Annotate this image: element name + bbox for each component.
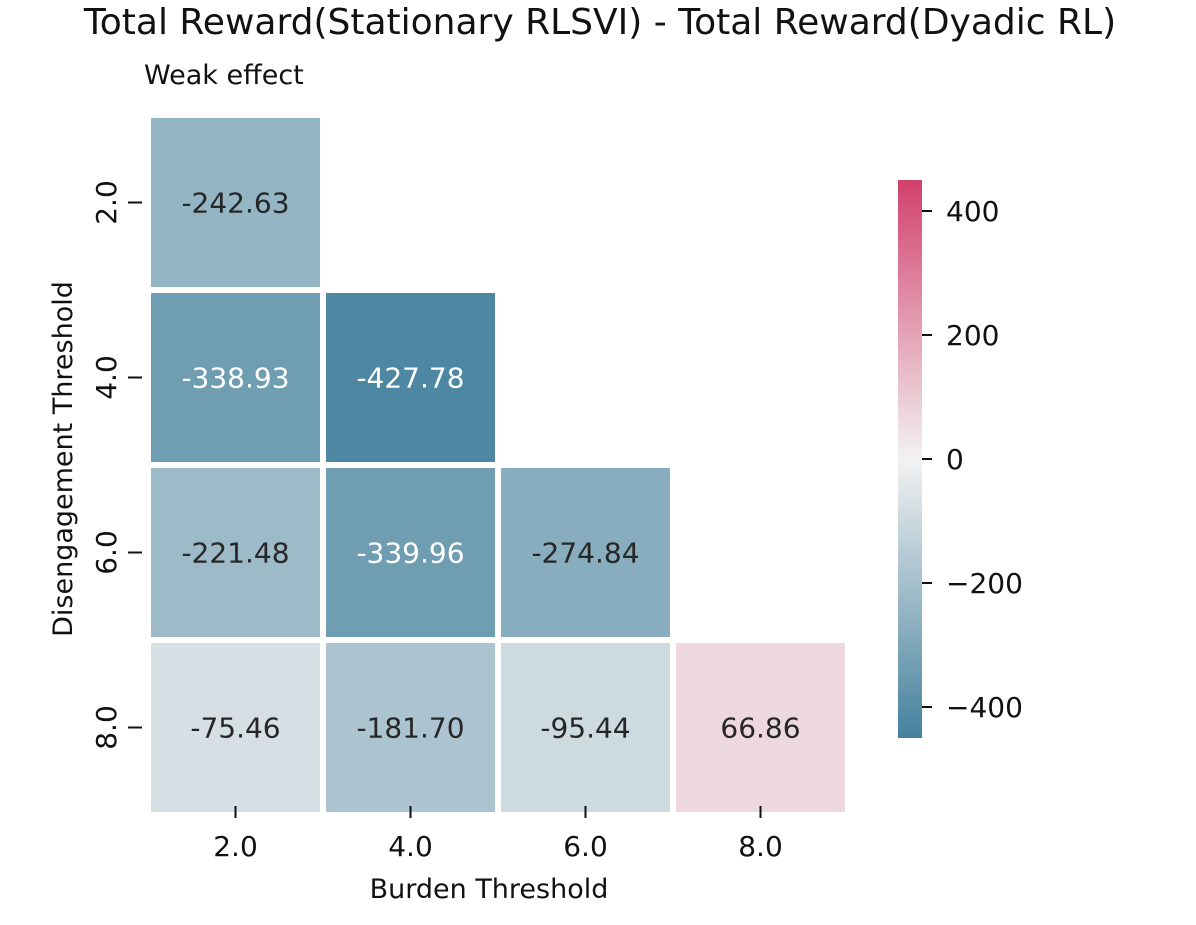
heatmap-cell — [151, 643, 320, 812]
colorbar-tick-label: −200 — [946, 567, 1023, 600]
x-tick-label: 8.0 — [738, 830, 783, 863]
x-tick-label: 6.0 — [563, 830, 608, 863]
heatmap-cell — [326, 293, 495, 462]
cell-value-label: -242.63 — [181, 187, 289, 220]
x-axis-label: Burden Threshold — [370, 874, 609, 905]
cell-value-label: -274.84 — [531, 537, 639, 570]
colorbar-tick-label: −400 — [946, 691, 1023, 724]
colorbar — [898, 180, 922, 738]
y-tick-label: 8.0 — [90, 705, 123, 750]
cell-value-label: 66.86 — [720, 712, 800, 745]
heatmap-cell — [151, 118, 320, 287]
x-axis: 2.0 4.0 6.0 8.0 — [213, 806, 783, 863]
cell-value-label: -181.70 — [356, 712, 464, 745]
colorbar-tick-label: 400 — [946, 195, 999, 228]
cell-value-label: -221.48 — [181, 537, 289, 570]
y-tick-label: 2.0 — [90, 180, 123, 225]
colorbar-tick-label: 200 — [946, 319, 999, 352]
chart-subtitle: Weak effect — [144, 60, 304, 91]
cell-value-label: -75.46 — [190, 712, 280, 745]
heatmap-cell — [151, 293, 320, 462]
x-tick-label: 4.0 — [388, 830, 433, 863]
cell-value-label: -95.44 — [540, 712, 630, 745]
cell-value-label: -427.78 — [356, 362, 464, 395]
y-tick-label: 6.0 — [90, 530, 123, 575]
colorbar-tick-label: 0 — [946, 443, 964, 476]
heatmap-cell — [676, 643, 845, 812]
cell-value-label: -338.93 — [181, 362, 289, 395]
chart-title: Total Reward(Stationary RLSVI) - Total R… — [83, 2, 1116, 43]
heatmap-cell — [151, 468, 320, 637]
colorbar-ticks: 400 200 0 −200 −400 — [922, 195, 1023, 724]
heatmap-cell — [326, 643, 495, 812]
y-tick-label: 4.0 — [90, 355, 123, 400]
heatmap-cell — [501, 468, 670, 637]
x-tick-label: 2.0 — [213, 830, 258, 863]
heatmap-cells: -242.63 -338.93 -427.78 -221.48 -339.96 -274.… — [151, 118, 845, 812]
cell-value-label: -339.96 — [356, 537, 464, 570]
heatmap-cell — [501, 643, 670, 812]
y-axis-label: Disengagement Threshold — [48, 281, 79, 637]
y-axis: 2.0 4.0 6.0 8.0 — [90, 180, 142, 750]
heatmap-cell — [326, 468, 495, 637]
